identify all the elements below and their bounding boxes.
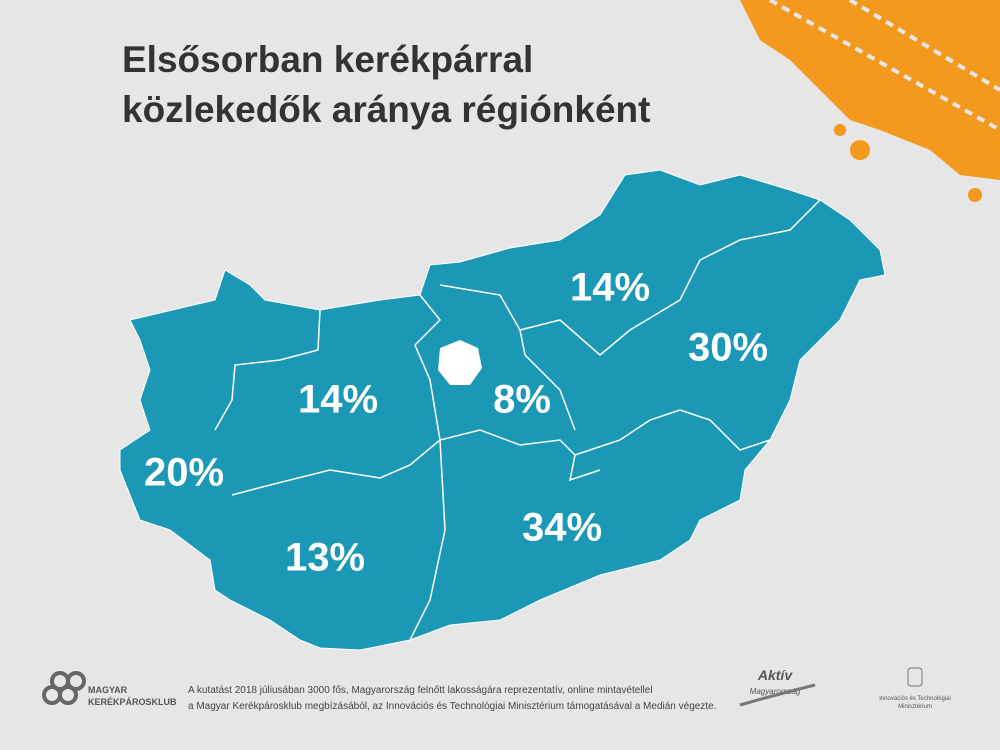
title-line: közlekedők aránya régiónként (122, 89, 650, 130)
logo-text: Minisztérium (898, 704, 932, 710)
logo-text: Aktív (757, 667, 793, 683)
orange-splash (740, 0, 1000, 202)
logo-left (42, 671, 86, 705)
region-label: 13% (285, 536, 365, 580)
logo-text: Innovációs és Technológiai (879, 696, 951, 702)
footnote: A kutatást 2018 júliusában 3000 fős, Mag… (188, 685, 653, 696)
region-label: 8% (493, 378, 551, 422)
logo-swoosh (739, 683, 816, 707)
region-label: 30% (688, 326, 768, 370)
coat-of-arms (907, 667, 923, 687)
title-line: Elsősorban kerékpárral (122, 39, 533, 80)
footnote: a Magyar Kerékpárosklub megbízásából, az… (188, 701, 716, 712)
region-borders (214, 199, 821, 641)
logo-text: KERÉKPÁROSKLUB (88, 697, 177, 707)
budapest (438, 340, 482, 385)
region-label: 14% (570, 266, 650, 310)
logo-text: MAGYAR (88, 685, 128, 695)
region-label: 14% (298, 378, 378, 422)
region-label: 20% (144, 451, 224, 495)
logo-text: Magyarország (750, 687, 801, 696)
region-label: 34% (522, 506, 602, 550)
